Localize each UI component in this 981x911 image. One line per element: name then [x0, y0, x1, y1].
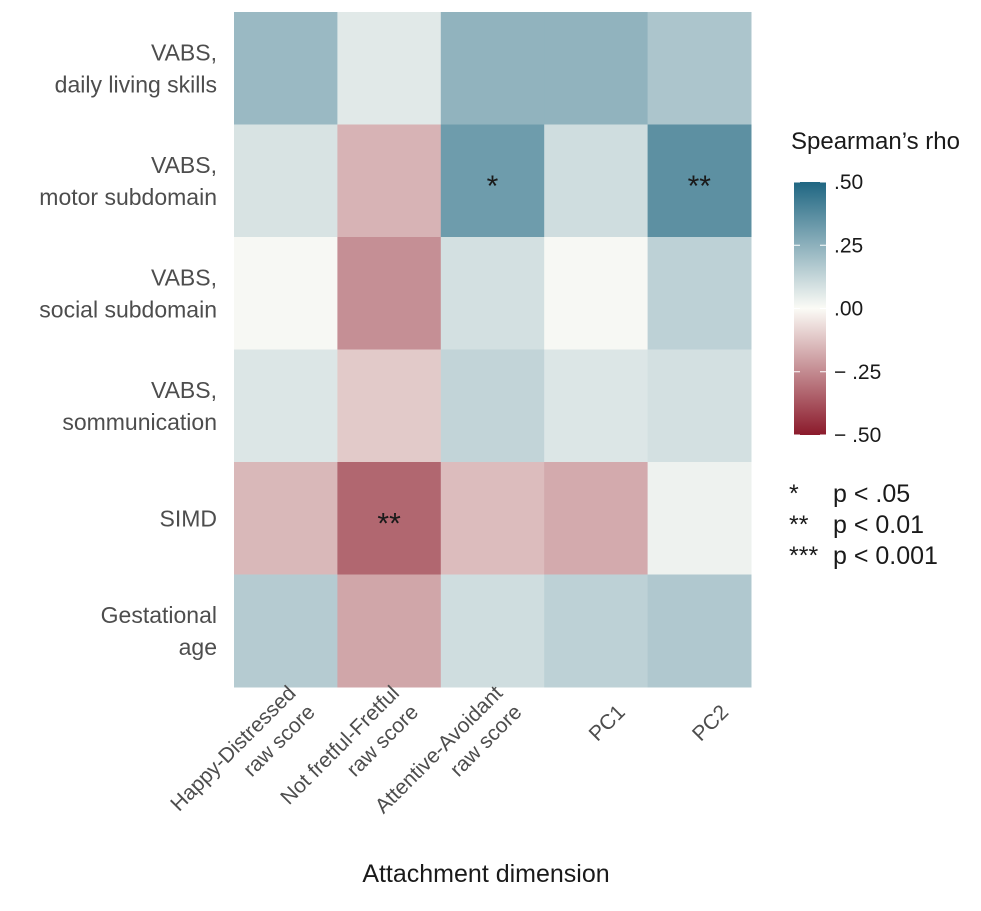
sig-legend-text: p < 0.001 — [833, 542, 938, 570]
row-label: social subdomain — [39, 296, 217, 322]
legend-title: Spearman’s rho — [791, 128, 960, 155]
row-label: daily living skills — [55, 71, 217, 97]
sig-legend-text: p < 0.01 — [833, 511, 924, 539]
row-label: motor subdomain — [39, 184, 217, 210]
heatmap-cell — [337, 124, 442, 238]
heatmap-cell — [234, 574, 338, 688]
heatmap-cell — [337, 462, 442, 575]
legend-tick-label: .50 — [834, 171, 863, 194]
legend-tick-label: − .50 — [834, 424, 881, 447]
row-label: sommunication — [62, 409, 217, 435]
significance-star: ** — [688, 170, 712, 203]
legend-tick-label: .00 — [834, 298, 863, 321]
sig-legend-symbol: *** — [789, 542, 818, 570]
heatmap-cell — [337, 12, 442, 125]
heatmap-cell — [337, 574, 442, 688]
row-labels: VABS, daily living skills VABS, motor subdo… — [39, 39, 217, 660]
legend-ticks: .50 .25 .00 − .25 − .50 — [794, 171, 881, 447]
heatmap-cell — [440, 462, 545, 575]
row-label: Gestational — [101, 602, 217, 628]
heatmap-cell — [544, 574, 649, 688]
heatmap-cell — [440, 124, 545, 238]
x-axis-title: Attachment dimension — [362, 860, 609, 888]
row-label: VABS, — [151, 377, 217, 403]
row-label: SIMD — [160, 505, 218, 531]
row-label: VABS, — [151, 39, 217, 65]
row-label: VABS, — [151, 152, 217, 178]
column-label: PC1 — [585, 701, 630, 746]
color-legend: Spearman’s rho .50 .25 .00 − .25 − .50 — [791, 128, 960, 447]
heatmap-cell — [647, 574, 752, 688]
heatmap-cell — [234, 237, 338, 350]
heatmap-cell — [544, 349, 649, 463]
row-label: VABS, — [151, 264, 217, 290]
heatmap-cell — [544, 12, 649, 125]
heatmap-cell — [234, 124, 338, 238]
significance-stars: * **** — [377, 170, 711, 541]
heatmap-cell — [544, 462, 649, 575]
heatmap-cell — [647, 462, 752, 575]
heatmap-cell — [440, 574, 545, 688]
heatmap-cell — [234, 12, 338, 125]
heatmap-cell — [647, 237, 752, 350]
heatmap-cell — [647, 124, 752, 238]
heatmap-cell — [234, 349, 338, 463]
heatmap-cell — [544, 124, 649, 238]
heatmap-cell — [234, 462, 338, 575]
significance-star: * — [487, 170, 499, 203]
legend-tick-label: − .25 — [834, 361, 881, 384]
sig-legend-text: p < .05 — [833, 480, 910, 508]
sig-legend-symbol: * — [789, 480, 799, 508]
heatmap-cells — [234, 12, 752, 688]
heatmap-cell — [337, 237, 442, 350]
sig-legend-symbol: ** — [789, 511, 809, 539]
column-label: PC2 — [688, 701, 733, 746]
legend-tick-label: .25 — [834, 234, 863, 257]
heatmap-cell — [440, 12, 545, 125]
significance-star: ** — [377, 507, 401, 540]
heatmap-cell — [647, 349, 752, 463]
row-label: age — [179, 634, 217, 660]
heatmap-cell — [544, 237, 649, 350]
heatmap-cell — [337, 349, 442, 463]
heatmap-cell — [647, 12, 752, 125]
heatmap-cell — [440, 237, 545, 350]
heatmap-cell — [440, 349, 545, 463]
significance-legend: * p < .05 ** p < 0.01 *** p < 0.001 — [789, 480, 938, 570]
